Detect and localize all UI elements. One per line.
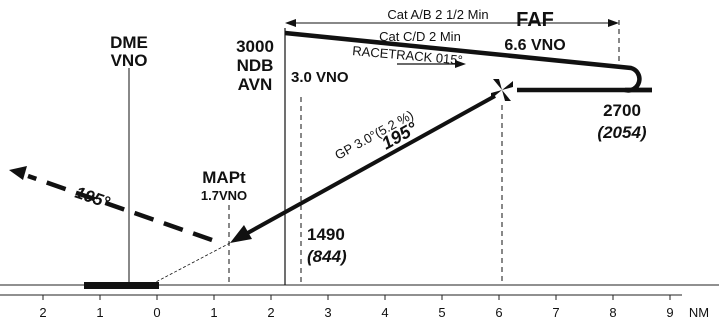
tick-label: 6: [495, 305, 502, 320]
tick-label: 9: [666, 305, 673, 320]
racetrack-arrowhead: [455, 60, 466, 68]
missed-approach-course: 195°: [73, 183, 113, 212]
tick-label: 0: [153, 305, 160, 320]
missed-approach-arrowhead: [9, 166, 27, 180]
ndb-distance: 3.0 VNO: [291, 69, 349, 86]
tick-label: 2: [39, 305, 46, 320]
tick-label: 4: [381, 305, 388, 320]
faf-height: (2054): [597, 123, 646, 142]
racetrack-cat-cd: Cat C/D 2 Min: [379, 29, 461, 44]
mapt-label: MAPt: [202, 168, 246, 187]
tick-label: 1: [96, 305, 103, 320]
minimum-height: (844): [307, 247, 347, 266]
tick-label: 3: [324, 305, 331, 320]
tick-label: 1: [210, 305, 217, 320]
runway: [84, 282, 159, 289]
ndb-label: NDB: [237, 56, 274, 75]
tick-label: 8: [609, 305, 616, 320]
glide-path-arrowhead: [230, 225, 252, 243]
faf-label: FAF: [516, 9, 554, 31]
glide-path-extension: [151, 242, 231, 285]
ndb-ident: AVN: [238, 75, 273, 94]
fix-symbol: [491, 79, 513, 101]
faf-distance: 6.6 VNO: [504, 37, 565, 54]
dme-label: DME: [110, 33, 148, 52]
mapt-distance: 1.7VNO: [201, 188, 247, 203]
tick-label: 5: [438, 305, 445, 320]
unit-label: NM: [689, 305, 709, 320]
glide-path: [243, 94, 496, 237]
tick-label: 2: [267, 305, 274, 320]
dme-vno-label: VNO: [111, 51, 148, 70]
racetrack-cat-ab: Cat A/B 2 1/2 Min: [387, 7, 488, 22]
ndb-altitude: 3000: [236, 37, 274, 56]
tick-label: 7: [552, 305, 559, 320]
scale-ticks: [42, 295, 671, 300]
missed-approach-path: [27, 173, 213, 243]
dimension-arrowhead-left: [285, 19, 296, 27]
dimension-arrowhead-right: [608, 19, 619, 27]
faf-altitude: 2700: [603, 101, 641, 120]
minimum-altitude: 1490: [307, 225, 345, 244]
